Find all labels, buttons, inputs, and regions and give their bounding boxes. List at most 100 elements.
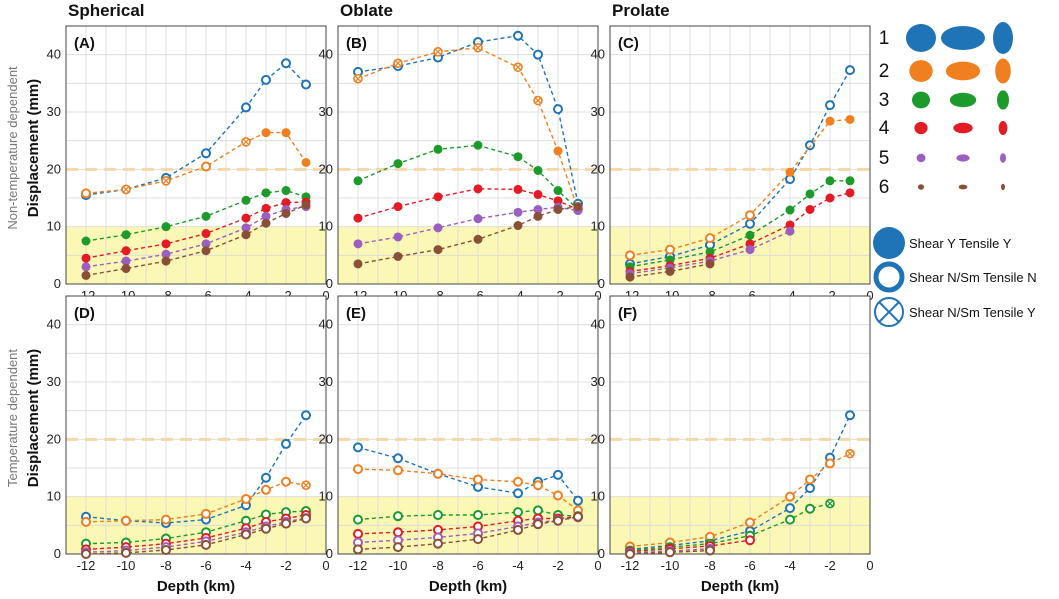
series-line: [629, 539, 751, 553]
data-point: [201, 539, 211, 550]
data-point: [241, 137, 251, 147]
data-point: [553, 104, 563, 115]
data-point: [785, 503, 795, 514]
y-tick-label: 40: [591, 317, 605, 332]
oblate-shape: [956, 154, 970, 162]
data-point: [513, 507, 523, 518]
data-point: [825, 116, 835, 126]
data-point: [825, 458, 835, 469]
prolate-shape: [993, 22, 1013, 54]
legend-row-number: 2: [879, 61, 890, 82]
data-point: [121, 547, 131, 558]
data-point: [393, 465, 403, 476]
prolate-shape: [995, 58, 1011, 84]
data-point: [785, 491, 795, 502]
y-tick-label: 20: [319, 431, 333, 446]
xlabel-oblate: Depth (km): [429, 578, 507, 595]
open-circle-icon: [873, 261, 905, 293]
data-point: [665, 547, 675, 558]
spherical-shape: [909, 60, 933, 82]
data-point: [301, 200, 311, 210]
data-point: [533, 49, 543, 60]
data-point: [533, 211, 543, 221]
data-point: [121, 246, 131, 256]
legend-shape-row-6: 6: [879, 177, 1005, 198]
data-point: [573, 511, 583, 522]
panel-label: (C): [618, 35, 639, 52]
data-point: [473, 534, 483, 545]
series-6: [353, 202, 583, 269]
y-tick-label: 20: [47, 431, 61, 446]
series-6: [81, 513, 311, 559]
data-point: [705, 259, 715, 269]
legend-row-number: 5: [879, 148, 890, 169]
plot-frame: [65, 25, 327, 285]
data-point: [845, 410, 855, 421]
data-point: [201, 508, 211, 519]
y-tick-label: 40: [47, 317, 61, 332]
spherical-shape: [912, 91, 930, 109]
crossed-circle-icon: [874, 297, 904, 327]
data-point: [473, 140, 483, 150]
x-tick-label: -2: [824, 558, 836, 573]
series-line: [357, 144, 579, 211]
data-point: [301, 410, 311, 421]
column-title-oblate: Oblate: [340, 1, 393, 20]
y-tick-label: 40: [319, 317, 333, 332]
series-line: [629, 549, 711, 555]
data-point: [745, 230, 755, 240]
data-point: [553, 469, 563, 480]
x-tick-label: 0: [866, 558, 873, 573]
data-point: [745, 535, 755, 546]
data-point: [301, 480, 311, 491]
series-6: [625, 259, 715, 282]
y-tick-label: 30: [319, 104, 333, 119]
panel-label: (D): [74, 305, 95, 322]
data-point: [553, 515, 563, 526]
data-point: [393, 251, 403, 261]
data-point: [625, 272, 635, 282]
y-tick-label: 30: [591, 104, 605, 119]
data-point: [301, 157, 311, 167]
x-tick-label: -4: [240, 558, 252, 573]
data-point: [241, 230, 251, 240]
x-tick-label: -4: [512, 558, 524, 573]
data-point: [81, 549, 91, 559]
data-point: [625, 549, 635, 559]
data-point: [785, 514, 795, 525]
data-point: [161, 256, 171, 266]
data-point: [81, 253, 91, 263]
data-point: [665, 266, 675, 276]
x-tick-label: -12: [349, 558, 368, 573]
data-point: [393, 202, 403, 212]
data-point: [353, 213, 363, 223]
ylabel-top: Displacement (mm): [25, 79, 42, 217]
data-point: [433, 538, 443, 549]
column-title-prolate: Prolate: [612, 1, 670, 20]
data-point: [705, 233, 715, 244]
series-line: [85, 131, 307, 195]
data-point: [745, 517, 755, 528]
data-point: [261, 523, 271, 534]
data-point: [513, 62, 523, 73]
data-point: [473, 42, 483, 53]
data-point: [533, 165, 543, 175]
data-point: [201, 211, 211, 221]
data-point: [261, 218, 271, 228]
data-point: [533, 505, 543, 516]
y-tick-label: 40: [591, 47, 605, 62]
data-point: [81, 262, 91, 272]
panel-label: (A): [74, 35, 95, 52]
data-point: [513, 524, 523, 535]
series-2: [81, 128, 311, 199]
spherical-shape: [906, 24, 936, 52]
data-point: [433, 46, 443, 57]
y-tick-label: 30: [319, 374, 333, 389]
data-point: [845, 176, 855, 186]
data-point: [573, 495, 583, 506]
